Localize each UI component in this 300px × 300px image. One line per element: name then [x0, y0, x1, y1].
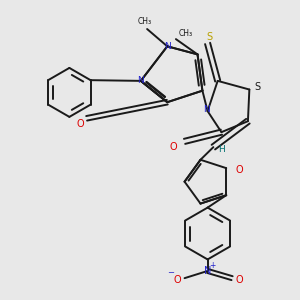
Text: N: N [203, 105, 209, 114]
Text: N: N [164, 42, 171, 51]
Text: N: N [204, 266, 211, 276]
Text: S: S [206, 32, 212, 42]
Text: N: N [137, 76, 144, 85]
Text: CH₃: CH₃ [179, 29, 193, 38]
Text: O: O [236, 165, 243, 175]
Text: +: + [210, 261, 216, 270]
Text: S: S [254, 82, 260, 92]
Text: −: − [167, 268, 174, 278]
Text: O: O [236, 274, 243, 285]
Text: O: O [170, 142, 177, 152]
Text: CH₃: CH₃ [137, 17, 151, 26]
Text: O: O [76, 118, 84, 128]
Text: H: H [218, 146, 225, 154]
Text: O: O [173, 274, 181, 285]
